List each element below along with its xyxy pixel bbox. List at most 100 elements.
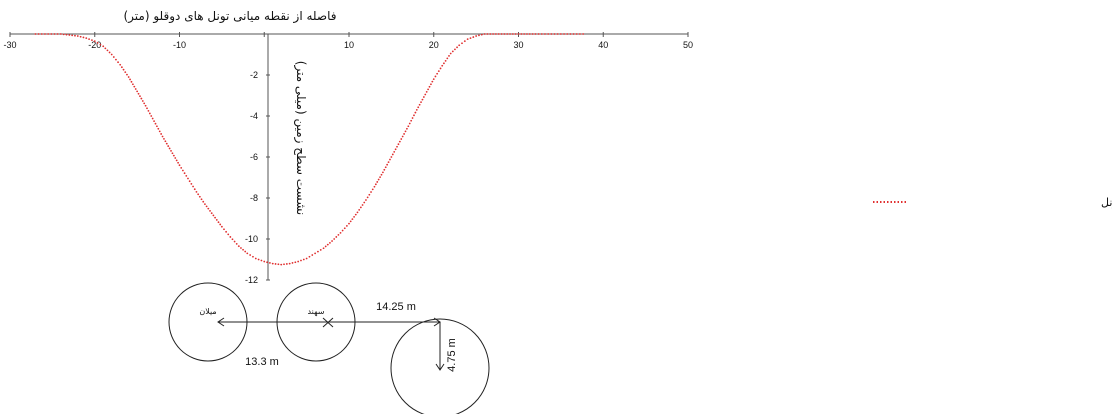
curve-point (140, 97, 143, 100)
curve-point (374, 183, 377, 186)
curve-point (389, 158, 391, 161)
curve-point (531, 33, 534, 35)
curve-point (446, 57, 449, 60)
curve-point (418, 103, 421, 106)
x-tick-label: -30 (3, 40, 16, 50)
curve-point (390, 156, 393, 158)
curve-point (156, 125, 158, 128)
curve-point (288, 262, 291, 265)
curve-point (406, 127, 408, 130)
curve-point (319, 249, 322, 251)
curve-point (528, 33, 531, 35)
x-tick-group: -30 -20 -10 10 20 30 40 50 (3, 32, 693, 50)
curve-point (219, 223, 222, 226)
curve-point (126, 73, 128, 76)
curve-point (172, 154, 175, 157)
curve-point (383, 168, 386, 171)
radius-label: 4.75 m (446, 338, 458, 372)
curve-point (326, 243, 329, 246)
curve-point (143, 102, 146, 105)
curve-point (34, 33, 37, 35)
curve-point (207, 207, 210, 210)
curve-point (62, 33, 65, 36)
curve-point (371, 188, 374, 191)
curve-point (181, 169, 184, 172)
curve-point (449, 52, 452, 55)
curve-point (68, 34, 71, 36)
curve-point (393, 150, 396, 153)
curve-point (384, 166, 387, 169)
curve-point (225, 230, 228, 233)
curve-point (348, 222, 350, 225)
x-tick-label: 30 (513, 40, 523, 50)
x-tick-label: -20 (88, 40, 101, 50)
curve-point (359, 206, 362, 209)
curve-point (136, 90, 139, 93)
y-axis: -2 -4 -6 -8 -10 -12 (245, 34, 270, 285)
curve-point (373, 185, 376, 188)
curve-point (341, 229, 344, 232)
curve-point (106, 49, 109, 52)
curve-point (363, 201, 366, 204)
curve-point (391, 153, 394, 156)
x-tick-label: 40 (598, 40, 608, 50)
curve-point (547, 33, 550, 35)
curve-point (263, 260, 266, 263)
curve-point (104, 47, 107, 50)
curve-point (127, 76, 130, 78)
curve-point (386, 163, 389, 166)
curve-point (540, 33, 543, 35)
curve-point (119, 63, 122, 66)
curve-point (193, 188, 196, 191)
curve-point (437, 70, 440, 73)
curve-point (322, 247, 325, 250)
offset-label: 14.25 m (376, 301, 416, 313)
curve-point (139, 95, 141, 98)
curve-point (398, 140, 401, 143)
left-tunnel-label: میلان (199, 307, 216, 316)
x-tick-label: 50 (683, 40, 693, 50)
y-tick-label: -12 (245, 275, 258, 285)
curve-point (469, 37, 472, 39)
curve-point (180, 166, 183, 169)
curve-point (324, 245, 327, 248)
curve-point (414, 111, 417, 114)
curve-point (129, 78, 131, 81)
curve-point (198, 195, 201, 198)
curve-point (220, 225, 223, 228)
curve-point (343, 227, 346, 230)
x-tick-label: 20 (429, 40, 439, 50)
curve-point (93, 40, 96, 43)
curve-point (120, 66, 123, 69)
curve-point (233, 240, 236, 243)
curve-point (415, 108, 418, 111)
curve-point (141, 100, 144, 102)
curve-point (65, 33, 68, 36)
curve-point (553, 33, 556, 35)
curve-point (40, 33, 43, 35)
x-axis-title: فاصله از نقطه میانی تونل های دوقلو (متر) (124, 9, 337, 24)
curve-point (108, 51, 111, 54)
curve-point (486, 33, 489, 35)
curve-point (478, 34, 480, 37)
curve-point (559, 33, 562, 35)
curve-point (458, 44, 461, 47)
curve-point (271, 262, 274, 265)
curve-point (110, 53, 113, 56)
curve-point (185, 174, 188, 177)
curve-point (163, 137, 165, 140)
curve-point (285, 263, 288, 265)
curve-point (252, 255, 254, 258)
curve-point (82, 36, 85, 39)
curve-point (382, 171, 384, 174)
y-tick-label: -8 (250, 193, 258, 203)
curve-point (144, 104, 147, 107)
curve-point (311, 254, 314, 256)
curve-point (269, 262, 271, 264)
curve-point (122, 68, 125, 71)
curve-point (153, 120, 155, 123)
curve-point (349, 220, 352, 223)
curve-point (403, 133, 405, 135)
curve-point (164, 140, 167, 143)
curve-point (302, 258, 305, 261)
